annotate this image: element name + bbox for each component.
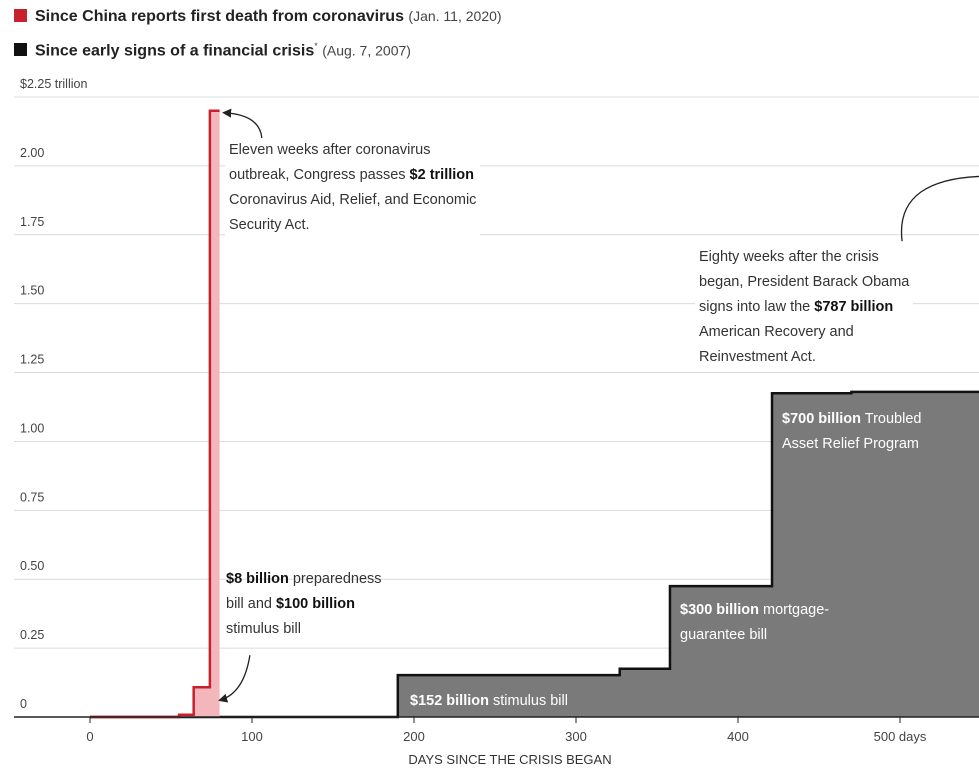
note-arra-text-4: American Recovery and [699, 324, 854, 340]
x-tick-label: 400 [727, 729, 749, 744]
legend-label-coronavirus: Since China reports first death from cor… [35, 8, 404, 25]
note-cares-text-3: Coronavirus Aid, Relief, and Economic [229, 192, 477, 208]
series-area-1 [90, 391, 979, 717]
annotation-arrows [218, 108, 979, 703]
y-tick-label: 0.25 [20, 628, 44, 642]
y-tick-label: $2.25 trillion [20, 77, 87, 91]
y-tick-label: 0.75 [20, 490, 44, 504]
arrow-preparedness [218, 655, 251, 703]
x-tick-label: 200 [403, 729, 425, 744]
x-axis-label: DAYS SINCE THE CRISIS BEGAN [408, 752, 611, 767]
note-cares-amount: $2 trillion [409, 167, 475, 183]
note-arra-text-5: Reinvestment Act. [699, 349, 816, 365]
note-cares-act: Eleven weeks after coronavirus outbreak,… [225, 138, 481, 238]
legend-swatch-coronavirus [14, 9, 27, 22]
series-line-1 [90, 390, 979, 719]
legend-item-coronavirus: Since China reports first death from cor… [14, 6, 502, 27]
note-stimulus: $152 billion stimulus bill [410, 689, 568, 714]
y-tick-label: 1.50 [20, 284, 44, 298]
y-tick-label: 0 [20, 697, 27, 711]
x-tick-label: 300 [565, 729, 587, 744]
y-tick-label: 1.25 [20, 353, 44, 367]
note-prep-amount-1: $8 billion [226, 571, 289, 587]
arrow-cares [222, 108, 263, 141]
note-stimulus-amount: $152 billion [410, 693, 489, 709]
note-prep-amount-2: $100 billion [275, 596, 355, 612]
note-tarp-amount: $700 billion [782, 411, 861, 427]
x-tick-label: 100 [241, 729, 263, 744]
series-line-0 [90, 109, 220, 719]
note-prep-text-1: preparedness [288, 571, 382, 587]
x-tick-label: 0 [86, 729, 93, 744]
note-arra-amount: $787 billion [814, 299, 894, 315]
y-tick-label: 0.50 [20, 559, 44, 573]
series-layer [14, 109, 979, 719]
note-preparedness: $8 billion preparedness bill and $100 bi… [226, 567, 382, 642]
note-tarp-text-2: Asset Relief Program [782, 436, 919, 452]
note-recovery-act: Eighty weeks after the crisis began, Pre… [695, 245, 914, 370]
legend-label-financial-crisis: Since early signs of a financial crisis [35, 42, 315, 60]
note-tarp-text-1: Troubled [860, 411, 922, 427]
legend-date-coronavirus: (Jan. 11, 2020) [408, 8, 502, 24]
note-prep-text-2: bill and [226, 596, 276, 612]
arrow-recovery-act [900, 175, 979, 242]
note-tarp: $700 billion Troubled Asset Relief Progr… [782, 407, 921, 457]
note-arra-text-2: began, President Barack Obama [699, 274, 910, 290]
x-tick-label: 500 days [874, 729, 927, 744]
note-mortgage-text-1: mortgage- [758, 602, 830, 618]
note-mortgage-text-2: guarantee bill [680, 627, 768, 643]
y-axis: 0 0.25 0.50 0.75 1.00 1.25 1.50 1.75 2.00 $2.25 t… [20, 77, 87, 711]
note-mortgage-amount: $300 billion [680, 602, 759, 618]
note-arra-text-3: signs into law the [699, 299, 815, 315]
note-cares-text-4: Security Act. [229, 217, 310, 233]
legend-date-financial-crisis: (Aug. 7, 2007) [322, 42, 411, 59]
legend-item-financial-crisis: Since early signs of a financial crisis*… [14, 36, 411, 61]
y-tick-label: 1.00 [20, 421, 44, 435]
y-tick-label: 1.75 [20, 215, 44, 229]
note-cares-text-1: Eleven weeks after coronavirus [229, 142, 431, 158]
note-mortgage: $300 billion mortgage- guarantee bill [680, 598, 829, 648]
note-cares-text-2: outbreak, Congress passes [229, 167, 410, 183]
note-prep-text-3: stimulus bill [226, 621, 301, 637]
y-tick-label: 2.00 [20, 146, 44, 160]
x-axis: 0 100 200 300 400 500 days [86, 717, 927, 744]
series-area-0 [90, 110, 220, 718]
legend-swatch-financial-crisis [14, 43, 27, 57]
note-arra-text-1: Eighty weeks after the crisis [699, 249, 879, 265]
footnote-marker: * [314, 41, 318, 51]
note-stimulus-text: stimulus bill [488, 693, 568, 709]
